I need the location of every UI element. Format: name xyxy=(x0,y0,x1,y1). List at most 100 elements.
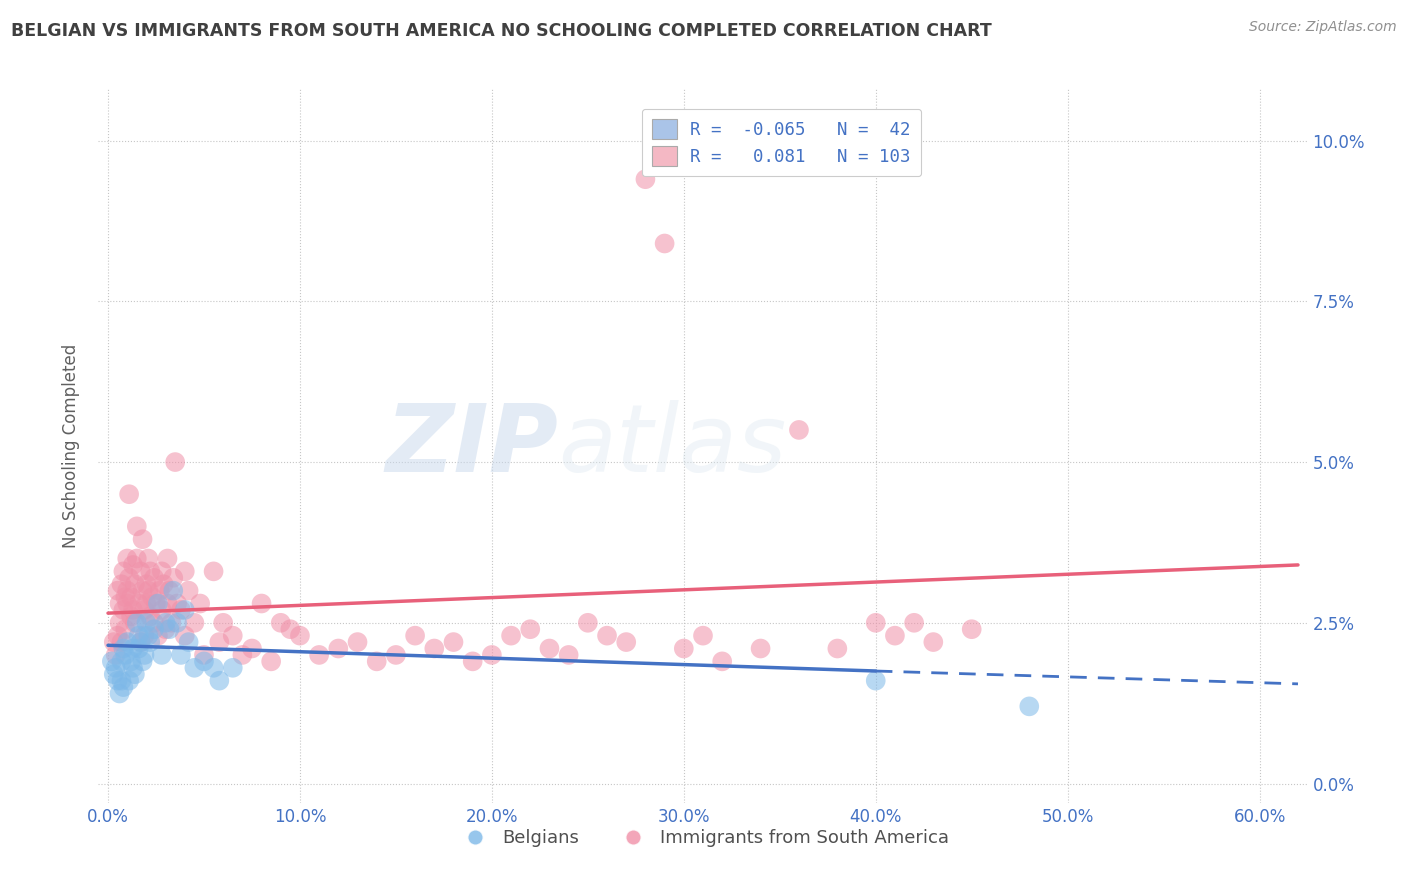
Point xyxy=(125,519,148,533)
Point xyxy=(260,654,283,668)
Point xyxy=(146,629,169,643)
Point xyxy=(827,641,849,656)
Point xyxy=(107,583,129,598)
Point xyxy=(129,635,152,649)
Point xyxy=(150,603,173,617)
Point xyxy=(346,635,368,649)
Point xyxy=(166,597,188,611)
Point xyxy=(173,603,195,617)
Point xyxy=(366,654,388,668)
Point xyxy=(107,629,129,643)
Point xyxy=(711,654,734,668)
Point xyxy=(125,551,148,566)
Point xyxy=(173,565,195,579)
Point xyxy=(128,641,150,656)
Point xyxy=(155,622,177,636)
Point xyxy=(160,615,183,630)
Point xyxy=(499,629,522,643)
Text: atlas: atlas xyxy=(558,401,786,491)
Point xyxy=(112,680,135,694)
Point xyxy=(188,597,211,611)
Point xyxy=(461,654,484,668)
Point xyxy=(135,577,157,591)
Point xyxy=(960,622,983,636)
Point xyxy=(170,648,193,662)
Point xyxy=(884,629,907,643)
Point xyxy=(122,641,145,656)
Point xyxy=(173,629,195,643)
Point xyxy=(122,661,145,675)
Point xyxy=(139,635,162,649)
Point xyxy=(231,648,253,662)
Point xyxy=(115,635,138,649)
Point xyxy=(193,654,215,668)
Point xyxy=(165,455,187,469)
Point xyxy=(328,641,350,656)
Point xyxy=(110,654,132,668)
Text: Source: ZipAtlas.com: Source: ZipAtlas.com xyxy=(1249,20,1396,34)
Point xyxy=(481,648,503,662)
Point xyxy=(288,629,311,643)
Point xyxy=(108,686,131,700)
Point xyxy=(240,641,263,656)
Point xyxy=(122,558,145,572)
Point xyxy=(250,597,273,611)
Point xyxy=(538,641,561,656)
Point xyxy=(110,577,132,591)
Point xyxy=(614,635,637,649)
Point xyxy=(145,597,167,611)
Point xyxy=(118,487,141,501)
Point xyxy=(114,648,136,662)
Point xyxy=(162,571,184,585)
Point xyxy=(141,590,163,604)
Point xyxy=(146,597,169,611)
Point xyxy=(120,590,142,604)
Point xyxy=(114,622,136,636)
Point xyxy=(107,673,129,688)
Point xyxy=(423,641,446,656)
Point xyxy=(112,641,135,656)
Point xyxy=(101,654,124,668)
Point xyxy=(749,641,772,656)
Point xyxy=(208,635,231,649)
Point xyxy=(135,597,157,611)
Point xyxy=(124,615,146,630)
Point xyxy=(103,667,125,681)
Point xyxy=(212,615,235,630)
Point xyxy=(131,533,153,547)
Point xyxy=(104,648,127,662)
Point xyxy=(634,172,657,186)
Point xyxy=(134,603,156,617)
Point xyxy=(112,565,135,579)
Point xyxy=(202,661,225,675)
Point xyxy=(122,603,145,617)
Point xyxy=(162,583,184,598)
Point xyxy=(208,673,231,688)
Point xyxy=(115,583,138,598)
Point xyxy=(134,629,156,643)
Point xyxy=(115,551,138,566)
Point xyxy=(177,635,200,649)
Point xyxy=(156,551,179,566)
Point xyxy=(170,603,193,617)
Point xyxy=(118,571,141,585)
Point xyxy=(596,629,619,643)
Point xyxy=(129,565,152,579)
Point xyxy=(103,635,125,649)
Point xyxy=(134,648,156,662)
Point xyxy=(672,641,695,656)
Point xyxy=(128,597,150,611)
Legend: Belgians, Immigrants from South America: Belgians, Immigrants from South America xyxy=(450,822,956,855)
Point xyxy=(118,673,141,688)
Point xyxy=(270,615,292,630)
Point xyxy=(443,635,465,649)
Point xyxy=(654,236,676,251)
Point xyxy=(129,635,152,649)
Point xyxy=(155,615,177,630)
Point xyxy=(139,565,162,579)
Point xyxy=(115,597,138,611)
Point xyxy=(124,667,146,681)
Point xyxy=(120,654,142,668)
Point xyxy=(159,583,181,598)
Point xyxy=(128,629,150,643)
